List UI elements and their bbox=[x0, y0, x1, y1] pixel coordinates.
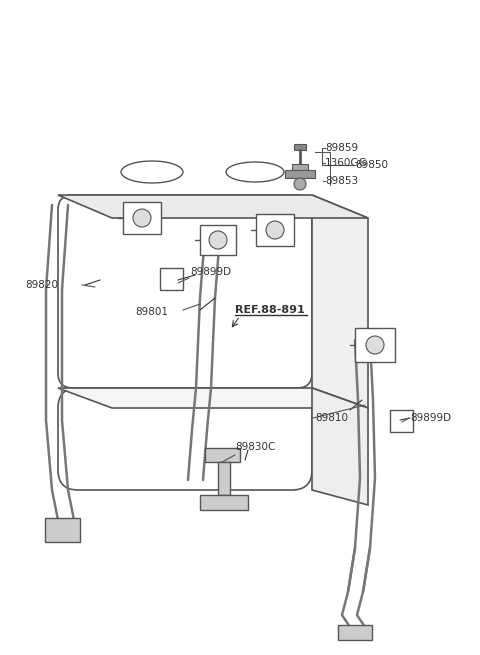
Polygon shape bbox=[294, 144, 306, 150]
Polygon shape bbox=[312, 388, 368, 505]
Polygon shape bbox=[256, 214, 294, 246]
Text: 89853: 89853 bbox=[325, 176, 358, 186]
Circle shape bbox=[209, 231, 227, 249]
PathPatch shape bbox=[58, 195, 312, 388]
Text: 89830C: 89830C bbox=[235, 442, 276, 452]
Polygon shape bbox=[200, 225, 236, 255]
Polygon shape bbox=[285, 170, 315, 178]
Polygon shape bbox=[355, 328, 395, 362]
Text: 89801: 89801 bbox=[135, 307, 168, 317]
Text: REF.88-891: REF.88-891 bbox=[235, 305, 305, 315]
Polygon shape bbox=[123, 202, 161, 234]
Polygon shape bbox=[58, 388, 368, 408]
Polygon shape bbox=[338, 625, 372, 640]
Text: 1360GG: 1360GG bbox=[325, 158, 368, 168]
Text: 89820: 89820 bbox=[25, 280, 58, 290]
Polygon shape bbox=[160, 268, 183, 290]
Circle shape bbox=[266, 221, 284, 239]
Polygon shape bbox=[390, 410, 413, 432]
Polygon shape bbox=[218, 462, 230, 495]
Circle shape bbox=[294, 178, 306, 190]
Ellipse shape bbox=[121, 161, 183, 183]
Polygon shape bbox=[312, 195, 368, 408]
Polygon shape bbox=[292, 164, 308, 170]
Polygon shape bbox=[45, 518, 80, 542]
Polygon shape bbox=[58, 195, 368, 218]
Ellipse shape bbox=[226, 162, 284, 182]
Polygon shape bbox=[205, 448, 240, 462]
PathPatch shape bbox=[58, 388, 312, 490]
Circle shape bbox=[366, 336, 384, 354]
Polygon shape bbox=[200, 495, 248, 510]
Text: 89810: 89810 bbox=[315, 413, 348, 423]
Text: 89850: 89850 bbox=[355, 160, 388, 170]
Text: 89859: 89859 bbox=[325, 143, 358, 153]
Text: 89899D: 89899D bbox=[410, 413, 451, 423]
Text: 89899D: 89899D bbox=[190, 267, 231, 277]
Circle shape bbox=[133, 209, 151, 227]
